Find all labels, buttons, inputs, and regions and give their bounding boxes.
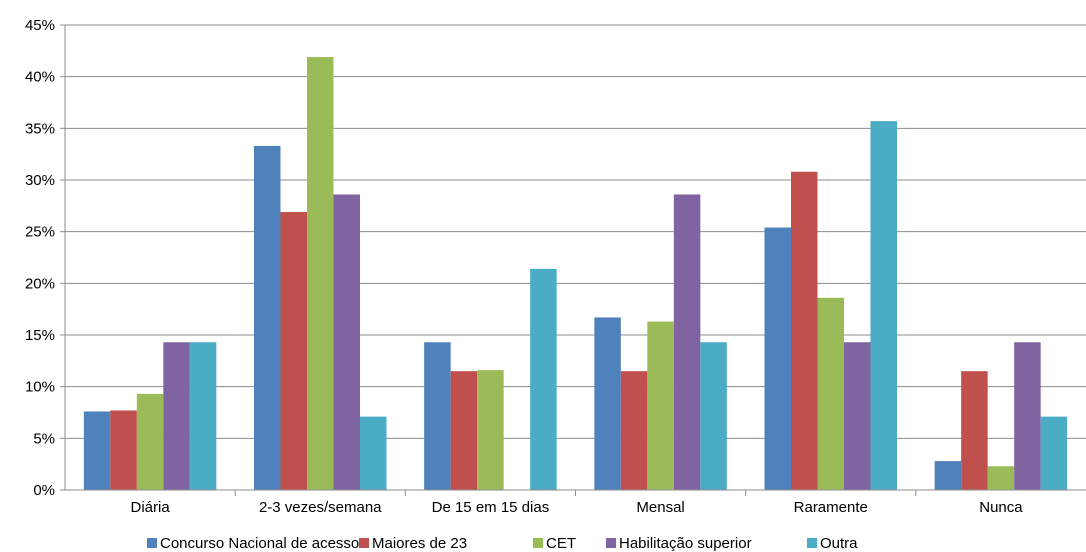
bar-1-6 <box>934 461 962 490</box>
bar-4-2 <box>333 194 360 490</box>
legend-label: Outra <box>820 535 858 552</box>
bar-5-3 <box>530 268 557 490</box>
y-tick-label: 0% <box>33 482 55 499</box>
y-tick-label: 30% <box>25 172 55 189</box>
x-tick-label: Nunca <box>979 499 1023 516</box>
bar-2-6 <box>961 371 988 490</box>
x-tick-label: Raramente <box>794 499 868 516</box>
bar-3-4 <box>647 321 674 490</box>
y-tick-label: 15% <box>25 327 55 344</box>
legend-swatch <box>359 538 369 548</box>
legend-label: Habilitação superior <box>619 535 752 552</box>
bars <box>83 57 1068 491</box>
y-tick-label: 5% <box>33 430 55 447</box>
axes <box>64 25 1086 496</box>
legend-swatch <box>606 538 616 548</box>
x-tick-label: 2-3 vezes/semana <box>259 499 382 516</box>
bar-1-4 <box>594 317 621 490</box>
bar-1-5 <box>764 227 791 491</box>
bar-3-2 <box>307 57 334 491</box>
bar-4-5 <box>844 342 871 490</box>
bar-4-4 <box>673 194 701 490</box>
legend-label: Concurso Nacional de acesso <box>160 535 359 552</box>
y-axis-ticks: 0% 5% 10% 15% 20% 25% 30% 35% 40% 45% <box>25 17 65 499</box>
bar-5-2 <box>360 416 387 490</box>
y-tick-label: 20% <box>25 275 55 292</box>
bar-5-6 <box>1040 416 1068 490</box>
legend-swatch <box>147 538 157 548</box>
bar-5-1 <box>189 342 217 490</box>
y-tick-label: 10% <box>25 379 55 396</box>
bar-3-1 <box>136 393 164 490</box>
y-tick-label: 35% <box>25 120 55 137</box>
bar-2-2 <box>280 212 307 491</box>
bar-5-5 <box>870 121 897 490</box>
bar-3-3 <box>477 370 504 490</box>
x-tick-label: Mensal <box>636 499 684 516</box>
x-tick-label: Diária <box>130 499 170 516</box>
bar-1-2 <box>254 145 281 490</box>
x-axis-ticks: Diária 2-3 vezes/semana De 15 em 15 dias Me… <box>130 499 1023 516</box>
bar-1-3 <box>424 342 451 490</box>
bar-1-1 <box>83 411 111 490</box>
y-tick-label: 40% <box>25 69 55 86</box>
y-tick-label: 25% <box>25 224 55 241</box>
gridlines <box>65 24 1086 439</box>
bar-3-5 <box>817 297 844 490</box>
legend-label: CET <box>546 535 576 552</box>
bar-2-4 <box>620 371 648 490</box>
bar-2-1 <box>110 410 137 490</box>
bar-4-1 <box>163 342 190 490</box>
bar-3-6 <box>987 466 1015 490</box>
legend-swatch <box>807 538 817 548</box>
bar-4-6 <box>1014 342 1041 490</box>
y-tick-label: 45% <box>25 17 55 34</box>
bar-2-3 <box>450 371 478 490</box>
bar-2-5 <box>791 171 818 490</box>
legend-swatch <box>533 538 543 548</box>
x-tick-label: De 15 em 15 dias <box>432 499 550 516</box>
bar-5-4 <box>700 342 727 490</box>
legend-label: Maiores de 23 <box>372 535 467 552</box>
legend: Concurso Nacional de acesso Maiores de 23… <box>147 535 858 552</box>
